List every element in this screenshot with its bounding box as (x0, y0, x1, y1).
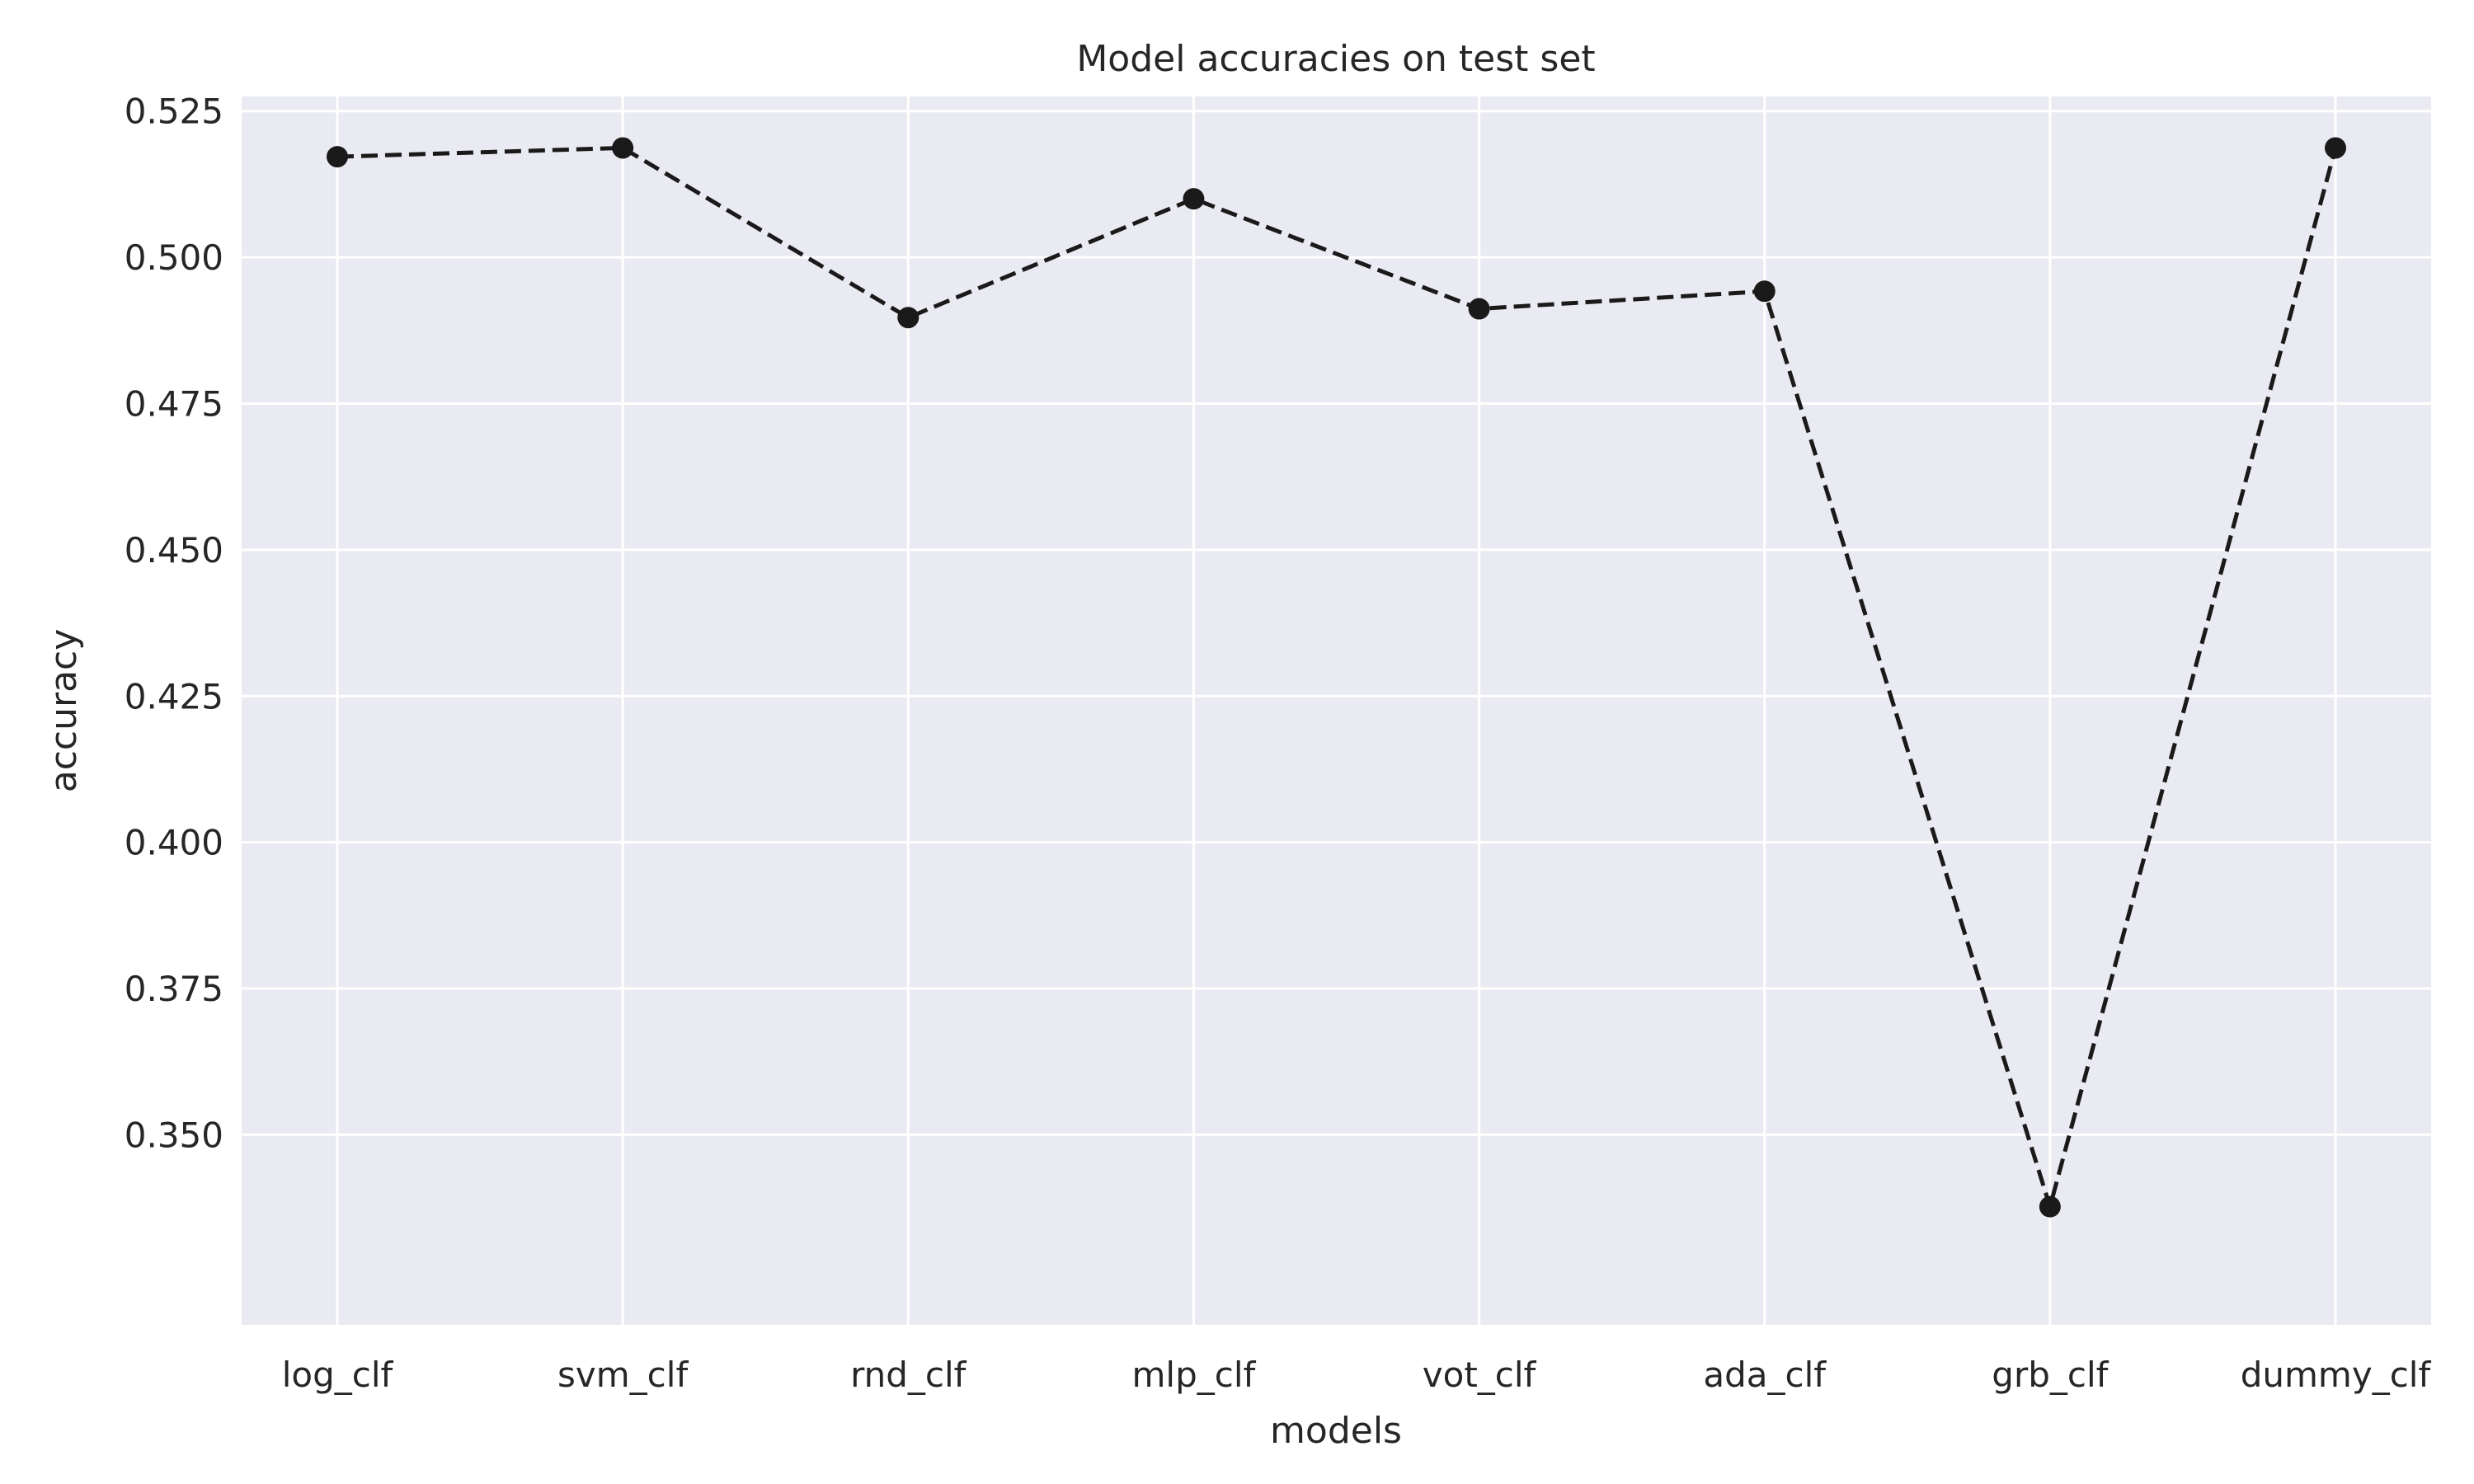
data-point-vot_clf (1468, 298, 1490, 320)
data-point-mlp_clf (1183, 188, 1205, 210)
x-tick-label: svm_clf (557, 1355, 689, 1395)
y-tick-label: 0.400 (125, 823, 223, 863)
data-series (327, 137, 2346, 1218)
y-tick-label: 0.350 (125, 1115, 223, 1155)
data-point-dummy_clf (2325, 137, 2346, 159)
chart-title: Model accuracies on test set (1076, 38, 1595, 80)
x-tick-label: grb_clf (1992, 1355, 2109, 1395)
x-tick-label: log_clf (282, 1355, 394, 1395)
tick-labels: 0.350 0.375 0.400 0.425 0.450 0.475 0.500 0.525… (125, 92, 2432, 1395)
grid (242, 96, 2431, 1325)
x-tick-label: ada_clf (1703, 1355, 1827, 1395)
y-axis-label: accuracy (43, 629, 85, 793)
y-tick-label: 0.425 (125, 676, 223, 716)
x-tick-label: dummy_clf (2241, 1355, 2432, 1395)
series-line (336, 145, 2338, 1214)
x-tick-label: mlp_clf (1132, 1355, 1257, 1395)
data-point-grb_clf (2039, 1195, 2061, 1218)
x-tick-label: vot_clf (1423, 1355, 1537, 1395)
data-point-svm_clf (612, 137, 634, 159)
y-tick-label: 0.500 (125, 237, 223, 278)
y-tick-label: 0.450 (125, 530, 223, 571)
x-tick-label: rnd_clf (850, 1355, 967, 1395)
y-tick-label: 0.475 (125, 384, 223, 425)
data-point-log_clf (327, 146, 348, 168)
y-tick-label: 0.375 (125, 969, 223, 1009)
data-point-ada_clf (1753, 280, 1776, 303)
x-axis-label: models (1270, 1410, 1402, 1452)
y-tick-label: 0.525 (125, 92, 223, 132)
data-point-rnd_clf (897, 307, 920, 329)
plot-area (242, 96, 2431, 1325)
